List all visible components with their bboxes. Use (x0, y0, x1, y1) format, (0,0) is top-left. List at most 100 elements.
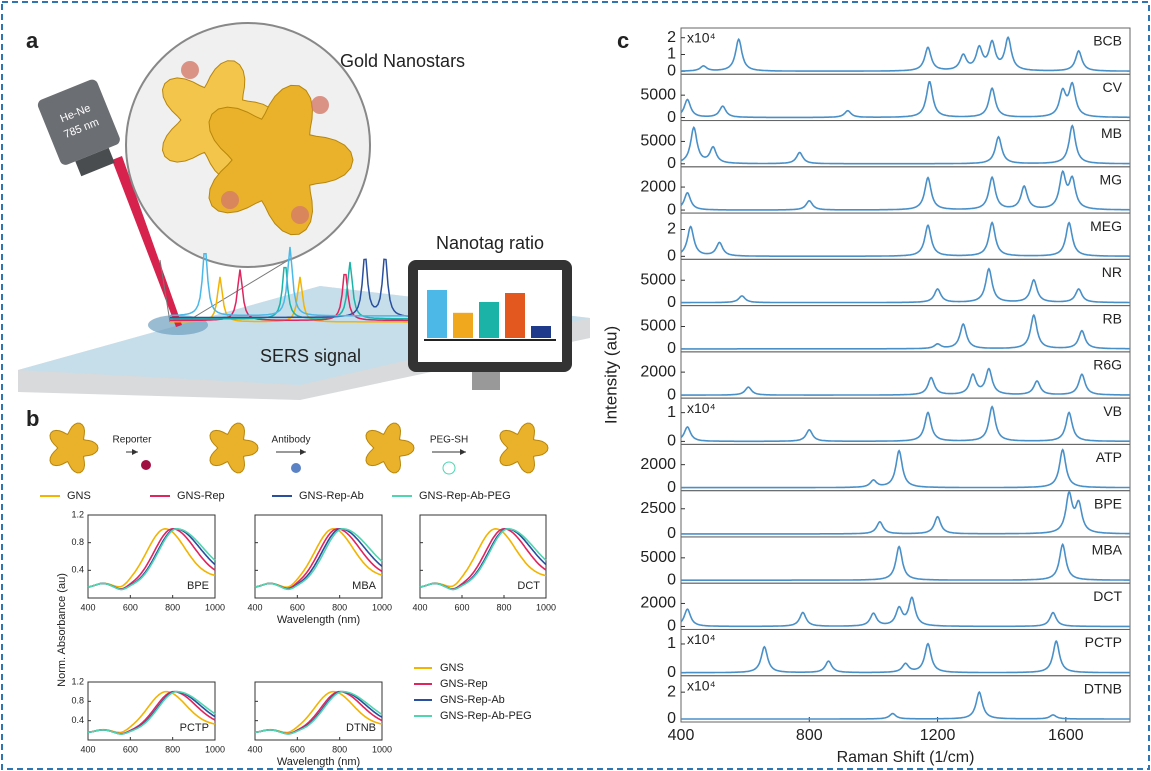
y-tick-label: 0 (667, 664, 676, 681)
y-tick-label: 0 (667, 571, 676, 588)
x-tick-label: 800 (165, 744, 180, 754)
panel-label: b (26, 406, 39, 431)
spectrum (681, 450, 1130, 488)
y-axis-label: Norm. Absorbance (au) (56, 573, 68, 687)
y-tick-label: 0 (667, 710, 676, 727)
multiplier: x10⁴ (687, 631, 716, 647)
y-tick-label: 2000 (640, 178, 676, 195)
spectrum (681, 692, 1130, 719)
spectrum-label: R6G (1093, 357, 1122, 373)
step-label: Antibody (272, 435, 311, 446)
x-tick-label: 1200 (920, 727, 956, 744)
spectrum-label: MG (1099, 172, 1122, 188)
antibody (291, 206, 309, 224)
x-tick-label: 400 (412, 602, 427, 612)
spectrum (681, 269, 1130, 303)
y-tick-label: 2000 (640, 456, 676, 473)
bar (479, 302, 499, 338)
x-tick-label: 600 (290, 602, 305, 612)
bar (531, 326, 551, 338)
bar (453, 313, 473, 338)
y-tick-label: 0 (667, 525, 676, 542)
spectrum-label: VB (1103, 403, 1122, 419)
strip-frame (681, 491, 1130, 537)
strip-frame (681, 167, 1130, 213)
y-tick-label: 0 (667, 62, 676, 79)
spectrum-label: ATP (1096, 449, 1122, 465)
strip-frame (681, 121, 1130, 167)
signal-label: SERS signal (260, 346, 361, 366)
antibody (221, 191, 239, 209)
spectrum (681, 597, 1130, 626)
step-label: PEG-SH (430, 435, 468, 446)
spectrum-label: MBA (1092, 542, 1123, 558)
y-tick-label: 1 (667, 635, 676, 652)
step-label: Reporter (113, 435, 153, 446)
strip-frame (681, 398, 1130, 444)
x-tick-label: 400 (80, 744, 95, 754)
spectrum (681, 82, 1130, 118)
nanostar (210, 423, 258, 473)
spectrum (681, 315, 1130, 349)
nanostar (366, 423, 414, 473)
spectrum-label: CV (1103, 79, 1123, 95)
spectrum (681, 37, 1130, 71)
multiplier: x10⁴ (687, 677, 716, 693)
spectrum (681, 544, 1130, 580)
strip-frame (681, 676, 1130, 722)
spectrum-label: DTNB (1084, 680, 1122, 696)
x-tick-label: 800 (332, 602, 347, 612)
chart-label: DTNB (346, 722, 376, 734)
x-tick-label: 1000 (205, 602, 225, 612)
y-tick-label: 0.4 (71, 715, 84, 725)
panel-label: c (617, 28, 629, 53)
panel-label: a (26, 28, 39, 53)
legend-label: GNS-Rep-Ab-PEG (419, 490, 511, 502)
y-tick-label: 1 (667, 46, 676, 63)
multiplier: x10⁴ (687, 30, 716, 46)
strip-frame (681, 583, 1130, 629)
y-tick-label: 2 (667, 683, 676, 700)
bar (427, 290, 447, 338)
spectrum-label: NR (1102, 264, 1122, 280)
x-tick-label: 1000 (372, 744, 392, 754)
peg (443, 462, 455, 474)
y-tick-label: 2000 (640, 595, 676, 612)
antibody (291, 463, 301, 473)
legend-label: GNS-Rep (440, 678, 488, 690)
y-tick-label: 1.2 (71, 676, 84, 686)
y-tick-label: 2 (667, 221, 676, 238)
y-tick-label: 5000 (640, 549, 676, 566)
chart-label: MBA (352, 580, 377, 592)
spectrum-label: BPE (1094, 495, 1122, 511)
y-tick-label: 2 (667, 29, 676, 46)
y-tick-label: 0.8 (71, 537, 84, 547)
antibody (311, 96, 329, 114)
x-tick-label: 1000 (536, 602, 556, 612)
spectrum (681, 641, 1130, 673)
x-tick-label: 400 (247, 602, 262, 612)
y-tick-label: 0.8 (71, 696, 84, 706)
y-tick-label: 2500 (640, 500, 676, 517)
spectrum (681, 407, 1130, 442)
y-tick-label: 0 (667, 618, 676, 635)
y-tick-label: 5000 (640, 271, 676, 288)
x-tick-label: 600 (123, 602, 138, 612)
chart-label: PCTP (180, 722, 209, 734)
y-tick-label: 1.2 (71, 509, 84, 519)
y-axis-label: Intensity (au) (601, 326, 620, 424)
x-tick-label: 400 (80, 602, 95, 612)
spectrum (681, 126, 1130, 164)
panel-a: He-Ne 785 nm a Gold Nanostars Nanotag ra… (18, 23, 590, 400)
x-tick-label: 1000 (205, 744, 225, 754)
y-tick-label: 5000 (640, 133, 676, 150)
x-tick-label: 800 (332, 744, 347, 754)
reporter (141, 460, 151, 470)
x-tick-label: 600 (454, 602, 469, 612)
title: Gold Nanostars (340, 51, 465, 71)
arrow-head (300, 449, 306, 455)
y-tick-label: 0 (667, 386, 676, 403)
y-tick-label: 0 (667, 155, 676, 172)
legend-label: GNS-Rep-Ab-PEG (440, 710, 532, 722)
legend-label: GNS (440, 662, 464, 674)
